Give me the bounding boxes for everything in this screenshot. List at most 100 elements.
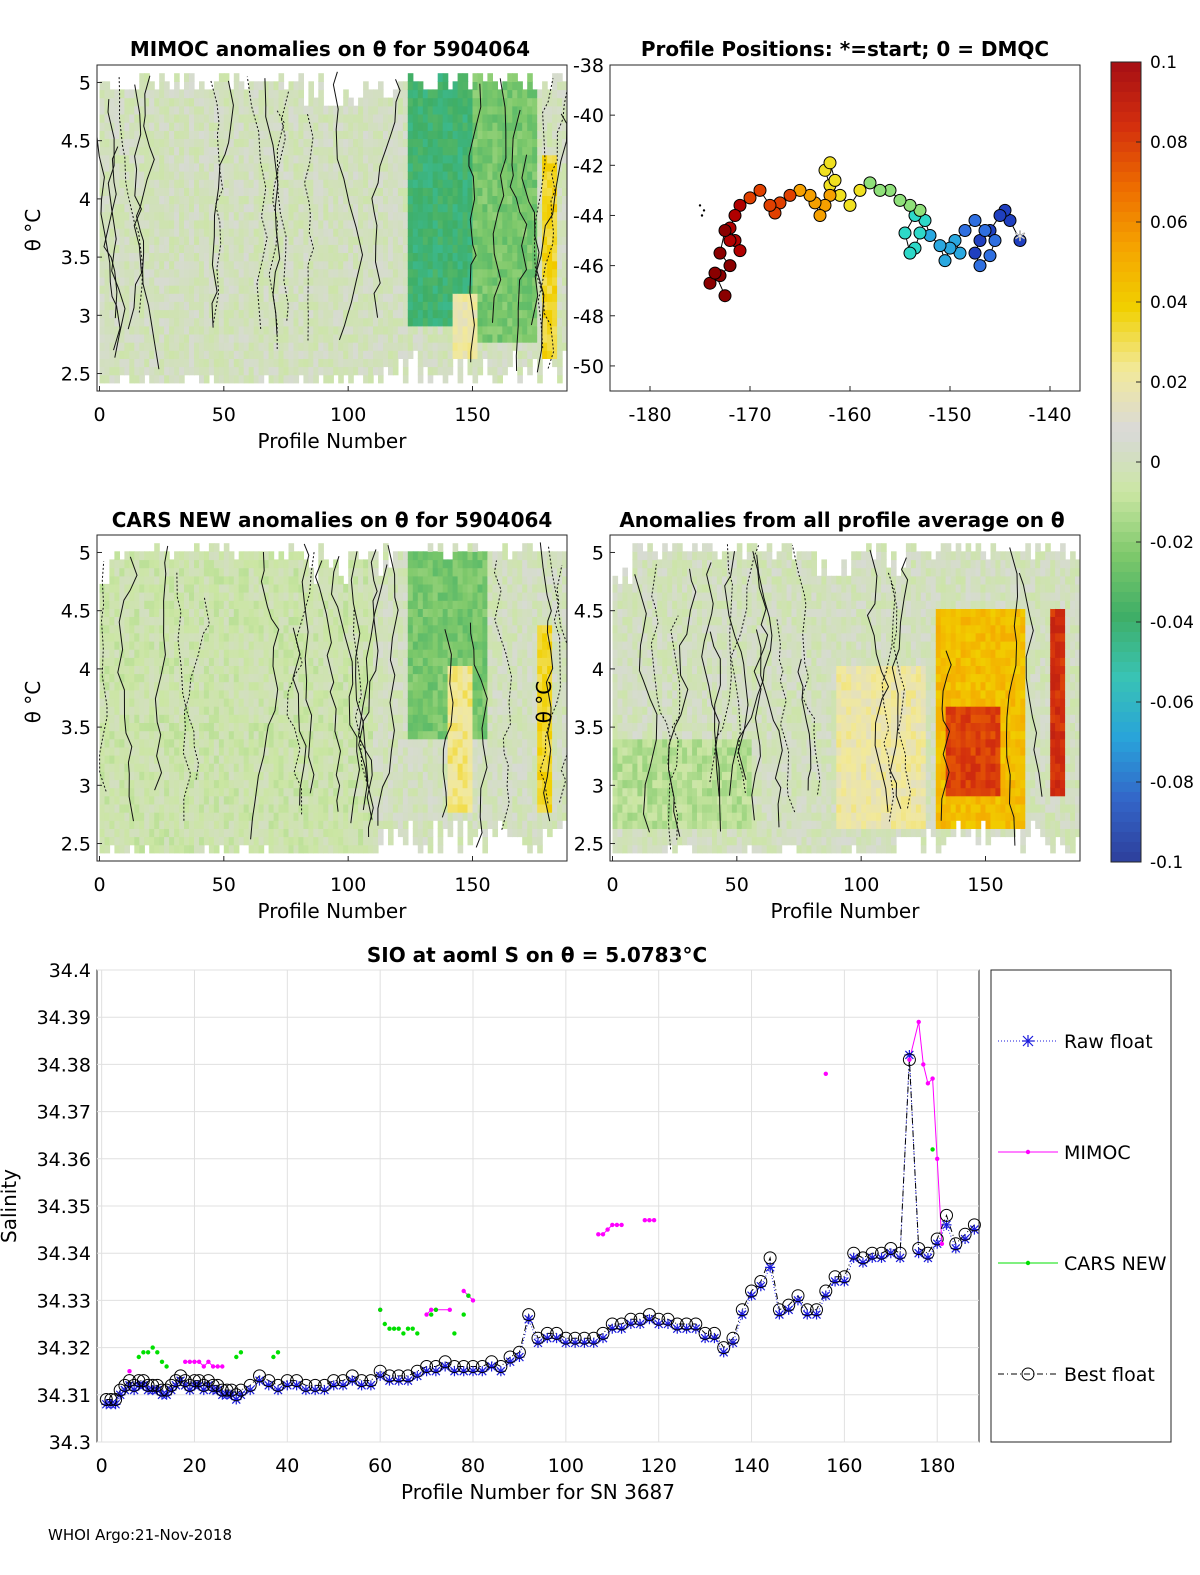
heat-cell [457,285,464,294]
heat-cell [427,146,434,156]
heat-cell [159,616,165,626]
heat-cell [328,122,334,131]
heat-cell [248,559,255,569]
heat-cell [392,350,399,359]
heat-cell [412,236,419,245]
heat-cell [392,138,399,148]
heat-cell [263,820,270,829]
heat-cell [412,195,419,205]
heat-cell [154,146,160,156]
heat-cell [233,276,240,286]
heat-cell [139,600,145,609]
heat-cell [273,252,280,262]
heat-cell [203,616,210,626]
heat-cell [144,820,150,829]
heat-cell [492,171,498,180]
heat-cell [368,146,374,156]
heat-cell [288,624,295,634]
heat-cell [233,244,240,253]
heat-cell [243,366,250,376]
heat-cell [417,81,424,91]
heat-cell [308,342,314,351]
heat-cell [213,252,220,262]
heat-cell [278,342,285,351]
heat-cell [233,187,240,196]
heat-cell [477,350,484,359]
heat-cell [114,358,120,368]
heat-cell [288,342,295,351]
heat-cell [368,350,374,359]
heat-cell [328,162,334,172]
heat-cell [114,795,120,805]
heat-cell [547,122,553,131]
heat-cell [293,657,300,666]
heat-cell [422,113,429,123]
heat-cell [542,97,548,107]
heat-cell [208,543,215,552]
heat-cell [139,616,145,626]
heat-cell [328,236,334,245]
heat-cell [164,97,170,107]
heat-cell [457,203,464,213]
heat-cell [169,154,175,164]
heat-cell [422,252,429,262]
heat-cell [223,195,230,205]
heat-cell [129,592,135,601]
heat-cell [263,698,270,707]
heat-cell [278,828,285,838]
heat-cell [139,138,145,148]
heat-cell [333,317,339,327]
heat-cell [194,317,200,327]
heat-cell [358,236,364,245]
heat-cell [164,779,170,789]
heat-cell [273,211,280,221]
heat-cell [124,195,130,205]
heat-cell [368,89,374,99]
heat-cell [99,730,106,740]
heat-cell [388,203,394,213]
heat-cell [164,763,170,772]
heat-cell [502,244,508,253]
heat-cell [283,746,290,756]
heat-cell [532,334,538,343]
heat-cell [134,130,140,139]
heat-cell [537,219,543,229]
heat-cell [283,219,290,229]
heat-cell [149,641,155,650]
heat-cell [104,608,111,617]
heat-cell [253,236,260,245]
heat-cell [288,236,295,245]
heat-cell [542,195,548,205]
heat-cell [149,228,155,237]
heat-cell [258,285,265,294]
heat-cell [179,698,185,707]
heat-cell [233,285,240,294]
heat-cell [144,698,150,707]
heat-cell [402,317,409,327]
heat-cell [383,162,389,172]
heat-cell [179,219,185,229]
heat-cell [99,219,106,229]
heat-cell [174,301,180,311]
heat-cell [303,285,309,294]
heat-cell [547,105,553,115]
heat-cell [378,374,384,384]
heat-cell [238,755,245,764]
heat-cell [462,236,469,245]
heat-cell [333,252,339,262]
heat-cell [288,600,295,609]
heat-cell [318,122,324,131]
heat-cell [422,276,429,286]
heat-cell [194,146,200,156]
heat-cell [203,334,210,343]
heat-cell [258,219,265,229]
heat-cell [174,366,180,376]
heat-cell [383,122,389,131]
heat-cell [288,244,295,253]
heat-cell [199,592,205,601]
heat-cell [149,268,155,278]
heat-cell [472,154,479,164]
heat-cell [547,171,553,180]
heat-cell [164,730,170,740]
heat-cell [199,820,205,829]
